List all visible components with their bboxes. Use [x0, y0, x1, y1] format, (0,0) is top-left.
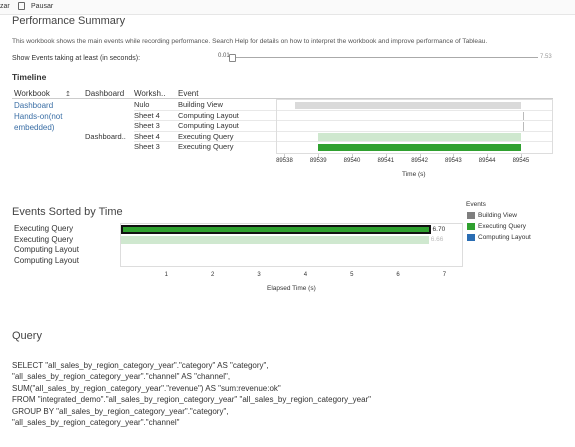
event-row-label[interactable]: Executing Query — [14, 224, 74, 233]
query-title: Query — [12, 330, 42, 342]
timeline-cell-worksheet[interactable]: Nulo — [134, 100, 150, 109]
timeline-x-tick-mark — [419, 154, 421, 158]
header-divider — [12, 98, 553, 99]
event-bar[interactable] — [121, 235, 429, 245]
legend-item-label[interactable]: Executing Query — [478, 223, 527, 230]
timeline-cell-event[interactable]: Executing Query — [178, 131, 234, 141]
events-x-tick-label: 4 — [303, 272, 308, 278]
events-x-tick-label: 5 — [350, 272, 354, 278]
timeline-cell-event[interactable]: Building View — [178, 100, 223, 109]
col-header-dashboard[interactable]: Dashboard — [85, 89, 125, 98]
timeline-x-tick-mark — [284, 154, 286, 158]
timeline-row-divider — [134, 130, 553, 132]
toolbar-left-button[interactable]: zar — [0, 3, 10, 10]
timeline-bar[interactable] — [294, 101, 521, 110]
timeline-x-tick-label: 89545 — [512, 158, 530, 164]
timeline-x-tick-mark — [385, 154, 387, 158]
events-x-tick-label: 7 — [442, 272, 447, 278]
timeline-x-tick-label: 89543 — [445, 158, 462, 164]
event-row-label[interactable]: Computing Layout — [14, 256, 79, 266]
timeline-x-tick-mark — [453, 154, 455, 158]
col-header-worksheet[interactable]: Worksh.. — [134, 89, 166, 98]
timeline-cell-event[interactable]: Executing Query — [178, 142, 234, 152]
timeline-cell-worksheet[interactable]: Sheet 4 — [134, 110, 160, 120]
events-x-tick-label: 6 — [396, 272, 400, 278]
workbook-link-line2[interactable]: Hands-on(not — [14, 112, 63, 121]
timeline-row-divider — [134, 120, 553, 122]
col-header-event[interactable]: Event — [178, 89, 199, 98]
timeline-row-divider — [134, 141, 553, 143]
query-line: SUM("all_sales_by_region_category_year".… — [12, 383, 281, 393]
query-line: "all_sales_by_region_category_year"."cha… — [12, 372, 231, 382]
legend-swatch[interactable] — [467, 234, 475, 241]
timeline-plot-area — [276, 99, 553, 154]
timeline-cell-worksheet[interactable]: Sheet 3 — [134, 142, 160, 152]
events-x-tick-label: 1 — [164, 272, 169, 278]
query-line: "all_sales_by_region_category_year"."cha… — [12, 418, 180, 427]
timeline-bar[interactable] — [522, 122, 524, 131]
event-row-label[interactable]: Computing Layout — [14, 245, 79, 255]
timeline-bar[interactable] — [318, 143, 521, 152]
events-x-axis-title: Elapsed Time (s) — [267, 285, 316, 292]
timeline-x-tick-label: 89542 — [411, 158, 428, 164]
legend-swatch[interactable] — [467, 212, 475, 219]
slider-max-value: 7.53 — [540, 54, 552, 60]
workbook-link-line3[interactable]: embedded) — [14, 123, 55, 132]
description: This workbook shows the main events whil… — [12, 38, 488, 45]
page-title: Performance Summary — [12, 15, 126, 27]
event-bar-value: 6.70 — [432, 225, 446, 233]
timeline-x-tick-mark — [318, 154, 320, 158]
toolbar: zar Pausar — [0, 0, 575, 15]
events-x-tick-label: 3 — [257, 272, 261, 278]
event-bar-value: 6.66 — [430, 236, 444, 244]
duration-slider-handle[interactable] — [229, 54, 236, 62]
event-row-label[interactable]: Executing Query — [14, 234, 74, 244]
events-x-tick-label: 2 — [211, 272, 215, 278]
legend-title: Events — [466, 201, 486, 208]
legend-item-label[interactable]: Building View — [478, 212, 517, 219]
timeline-x-tick-label: 89540 — [343, 158, 361, 164]
timeline-bar[interactable] — [522, 111, 524, 121]
timeline-x-axis-title: Time (s) — [402, 171, 426, 178]
workbook-link-line1[interactable]: Dashboard — [14, 101, 54, 110]
timeline-x-tick-label: 89544 — [478, 158, 496, 164]
sort-icon[interactable]: ↥ — [65, 91, 71, 98]
timeline-bar[interactable] — [318, 133, 521, 141]
slider-min-value: 0.01 — [218, 53, 230, 59]
duration-slider-track[interactable] — [234, 57, 538, 58]
event-bar[interactable] — [121, 225, 431, 234]
legend-item-label[interactable]: Computing Layout — [478, 234, 531, 241]
timeline-x-tick-mark — [487, 154, 489, 158]
query-line: FROM "integrated_demo"."all_sales_by_reg… — [12, 395, 372, 405]
timeline-cell-dashboard[interactable]: Dashboard.. — [85, 131, 126, 141]
timeline-x-tick-mark — [520, 154, 522, 158]
timeline-cell-event[interactable]: Computing Layout — [178, 110, 239, 120]
events-plot-area — [120, 223, 463, 267]
legend-swatch[interactable] — [467, 223, 475, 230]
pause-icon[interactable] — [18, 2, 25, 10]
timeline-row-divider — [134, 109, 553, 111]
filter-label: Show Events taking at least (in seconds)… — [12, 55, 141, 62]
timeline-cell-event[interactable]: Computing Layout — [178, 121, 239, 131]
timeline-x-tick-mark — [352, 154, 353, 158]
timeline-title: Timeline — [12, 72, 47, 82]
query-line: GROUP BY "all_sales_by_region_category_y… — [12, 406, 229, 416]
query-line: SELECT "all_sales_by_region_category_yea… — [12, 361, 269, 370]
timeline-x-tick-label: 89541 — [377, 158, 395, 164]
timeline-cell-worksheet[interactable]: Sheet 3 — [134, 121, 160, 131]
pause-button[interactable]: Pausar — [31, 3, 54, 10]
timeline-x-tick-label: 89538 — [276, 158, 293, 164]
events-title: Events Sorted by Time — [12, 206, 123, 218]
timeline-x-tick-label: 89539 — [309, 158, 327, 164]
col-header-workbook[interactable]: Workbook — [14, 89, 50, 98]
timeline-cell-worksheet[interactable]: Sheet 4 — [134, 131, 160, 141]
